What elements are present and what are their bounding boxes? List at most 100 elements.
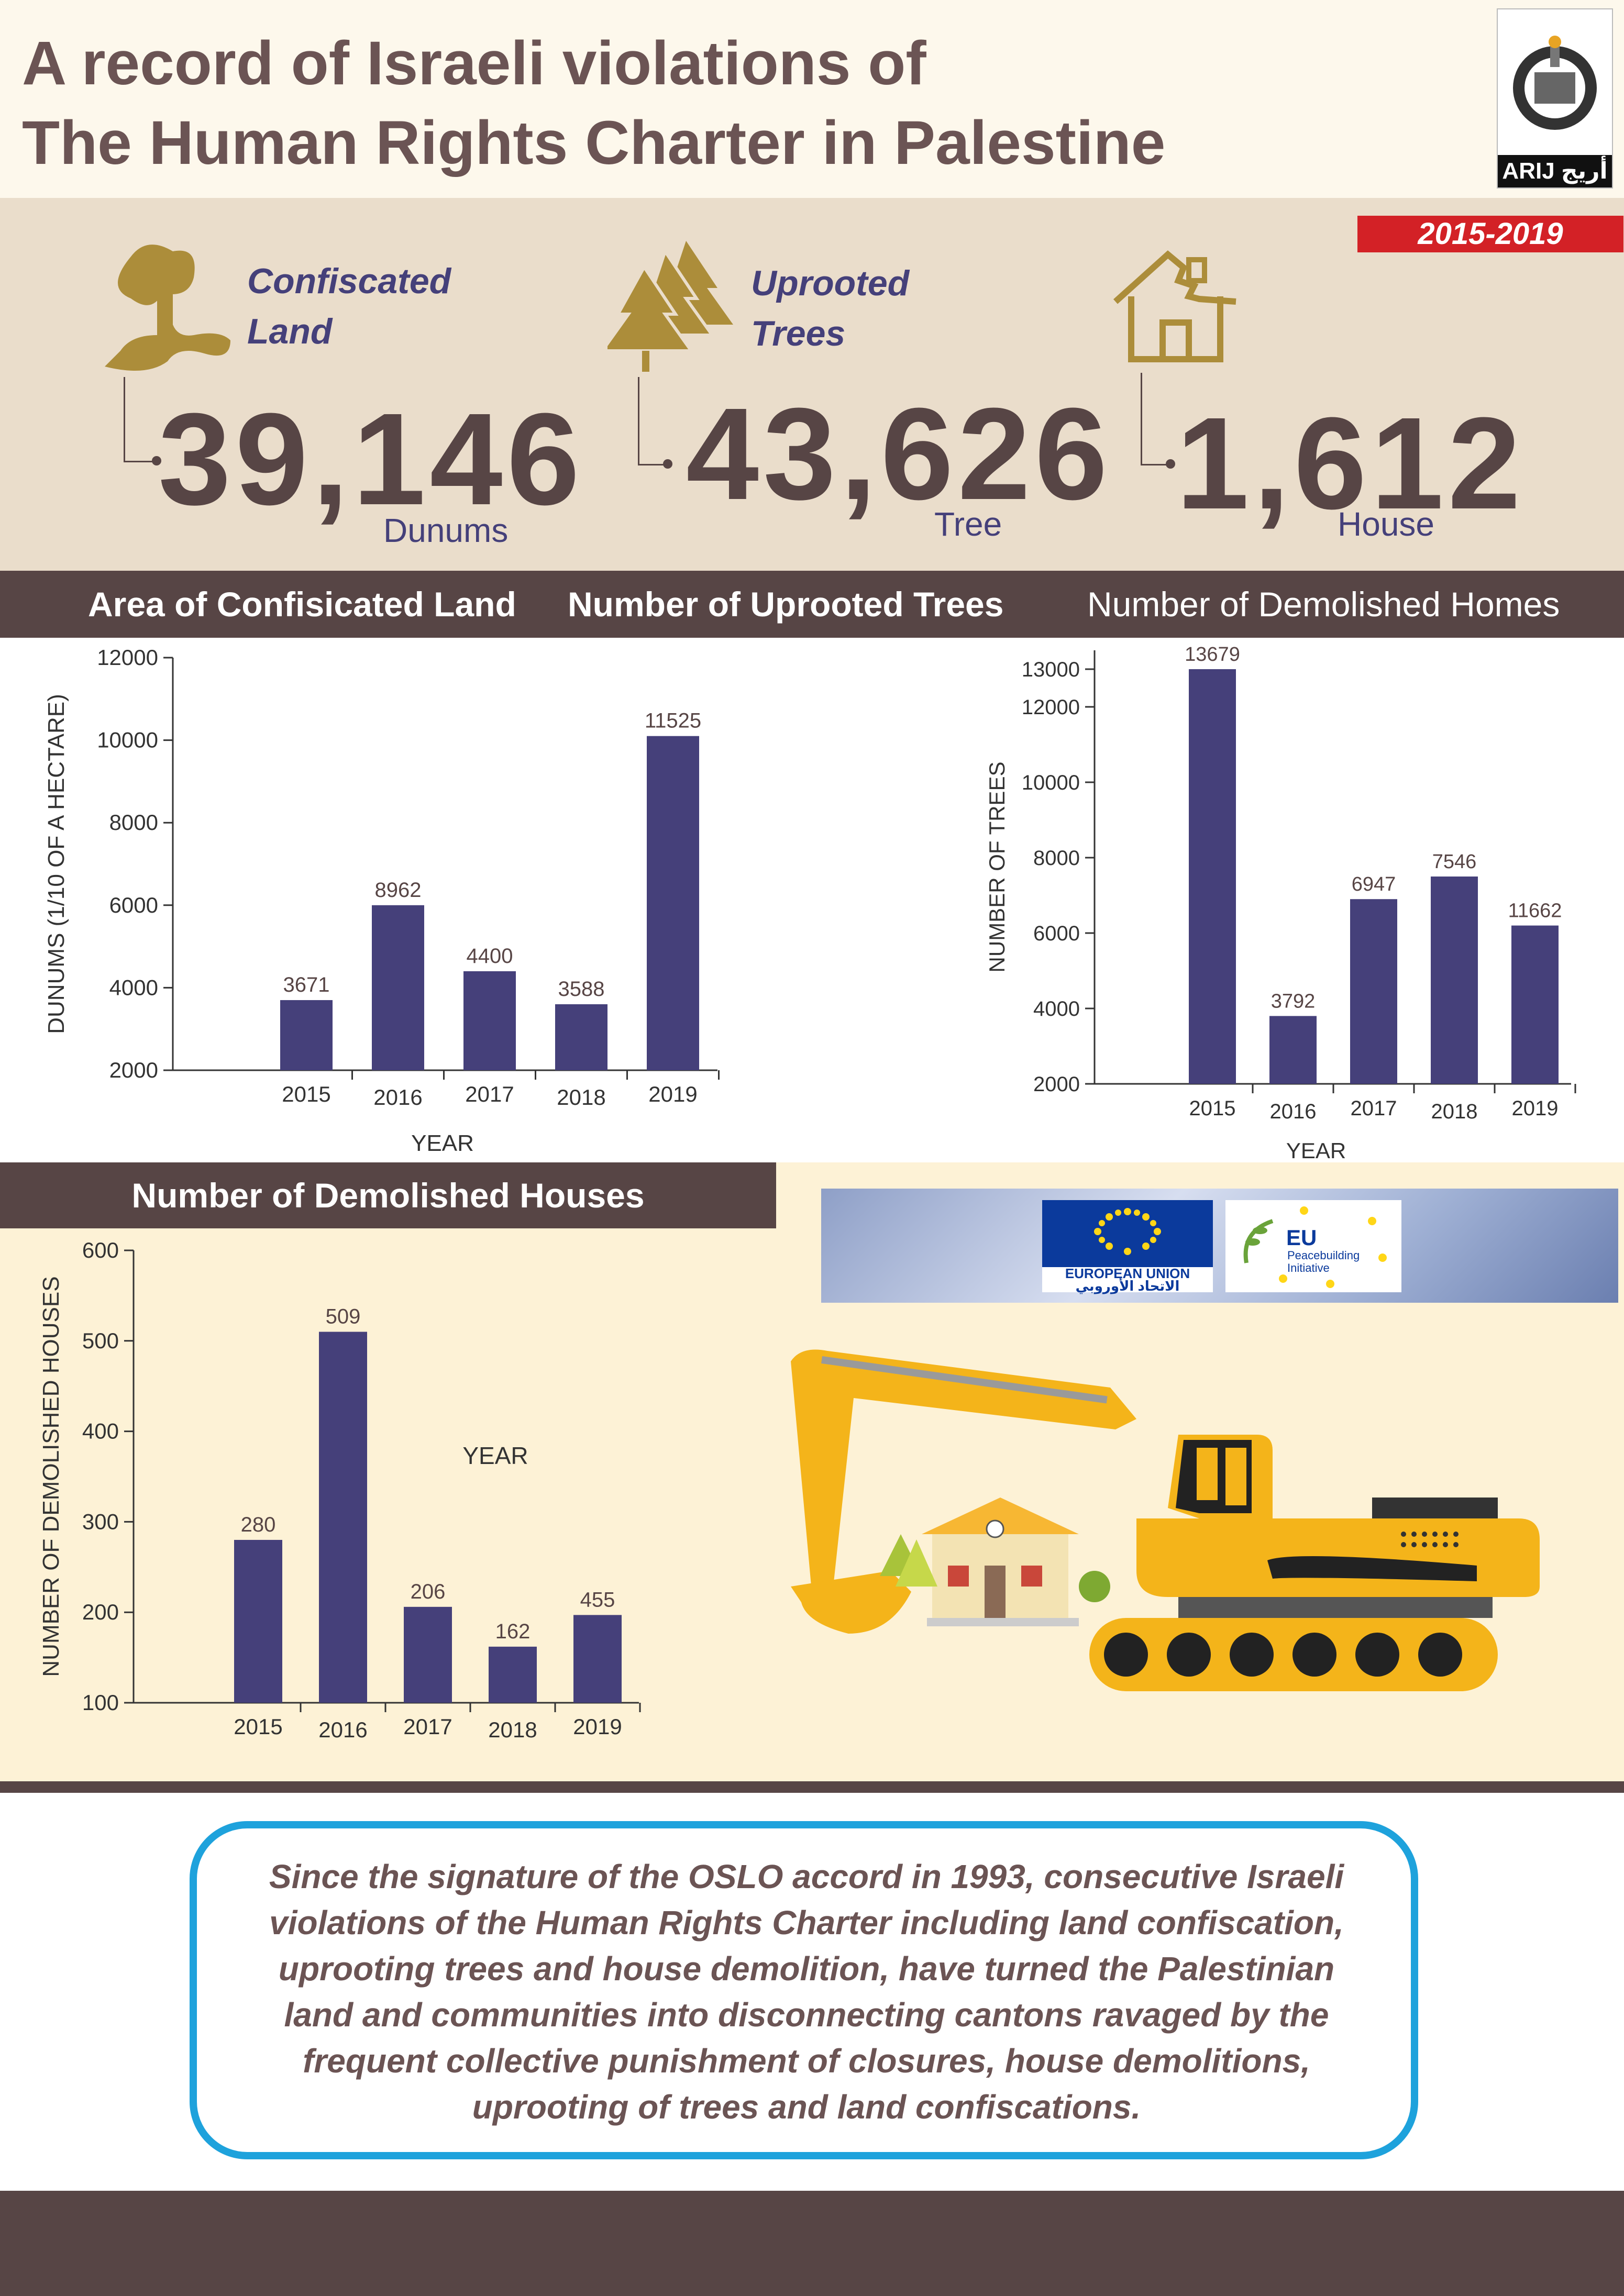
- chart-title-land: Area of Confisicated Land: [88, 585, 516, 624]
- x-tick-label: 2016: [318, 1717, 367, 1742]
- y-tick-label: 400: [82, 1419, 119, 1444]
- small-tree-icon: [1079, 1571, 1110, 1602]
- y-tick-label: 500: [82, 1328, 119, 1353]
- stat-trees-label-2: Trees: [751, 314, 846, 353]
- stat-house-connector: [1141, 373, 1170, 465]
- eu-pb-title: EU: [1286, 1225, 1317, 1250]
- logo-emblem-icon: [1513, 36, 1597, 130]
- y-tick-label: 6000: [109, 893, 158, 917]
- x-tick-label: 2018: [557, 1085, 605, 1110]
- eu-pb-subtitle: Peacebuilding Initiative: [1287, 1249, 1360, 1275]
- x-tick-label: 2016: [1270, 1100, 1317, 1123]
- bar-2016: [319, 1332, 367, 1703]
- x-tick-label: 2019: [648, 1082, 697, 1106]
- logo-label: ARIJ أريج: [1498, 155, 1612, 187]
- section-divider: [0, 1781, 1624, 1793]
- y-tick-label: 4000: [1033, 997, 1080, 1021]
- y-tick-label: 300: [82, 1509, 119, 1534]
- trees-icon: [607, 241, 733, 372]
- quote-box: [190, 1821, 1418, 2159]
- bar-value-label: 3588: [558, 978, 605, 1001]
- y-tick-label: 600: [82, 1238, 119, 1262]
- x-tick-label: 2017: [1351, 1097, 1397, 1120]
- page-title-line2: The Human Rights Charter in Palestine: [22, 108, 1166, 178]
- land-chart: 2000 4000 6000 8000 10000 12000 3671 2015 8962 20…: [43, 645, 720, 1156]
- bar-2019: [647, 736, 699, 1070]
- bar-value-label: 3671: [283, 973, 330, 996]
- stat-land-unit: Dunums: [383, 512, 509, 549]
- stat-land-dot: [152, 456, 161, 465]
- x-axis-label: YEAR: [1286, 1138, 1346, 1162]
- quote-text: Since the signature of the OSLO accord i…: [269, 1858, 1344, 2126]
- stat-house-value: 1,612: [1176, 390, 1525, 536]
- chart-title-houses: Number of Demolished Houses: [0, 1162, 776, 1228]
- y-tick-label: 10000: [1022, 771, 1080, 794]
- bar-2019: [1511, 925, 1559, 1084]
- y-tick-label: 12000: [1022, 696, 1080, 719]
- arij-logo: ARIJ أريج: [1497, 8, 1613, 188]
- bar-2019: [573, 1615, 622, 1703]
- stat-land-connector: [124, 377, 157, 462]
- x-tick-label: 2019: [573, 1714, 622, 1739]
- bar-2017: [463, 971, 516, 1070]
- page-title-line1: A record of Israeli violations of: [22, 29, 926, 98]
- x-tick-label: 2018: [1431, 1100, 1478, 1123]
- eu-peacebuilding-logo: [1225, 1200, 1401, 1292]
- bar-value-label: 280: [241, 1513, 276, 1536]
- bar-value-label: 11662: [1508, 900, 1562, 922]
- y-axis-label: NUMBER OF TREES: [985, 762, 1009, 973]
- stat-land-label-1: Confiscated: [247, 261, 451, 301]
- stat-trees-unit: Tree: [934, 505, 1002, 543]
- bar-2018: [1431, 877, 1478, 1084]
- stats-band: [0, 198, 1624, 571]
- bar-value-label: 6947: [1352, 873, 1396, 895]
- eu-banner: [821, 1189, 1618, 1303]
- chart-title-strip: [0, 571, 1624, 638]
- stat-trees-value: 43,626: [686, 381, 1112, 527]
- y-tick-label: 8000: [1033, 847, 1080, 870]
- bar-2016: [1269, 1016, 1317, 1084]
- y-tick-label: 200: [82, 1600, 119, 1624]
- y-axis-label: DUNUMS (1/10 OF A HECTARE): [43, 694, 69, 1034]
- bar-2015: [1189, 669, 1236, 1084]
- bar-2018: [555, 1004, 607, 1070]
- y-tick-label: 2000: [1033, 1073, 1080, 1096]
- chart-title-trees: Number of Uprooted Trees: [568, 585, 1004, 624]
- stat-house-unit: House: [1338, 505, 1434, 543]
- x-axis-label: YEAR: [462, 1442, 528, 1469]
- houses-chart-bg: [0, 1228, 776, 1781]
- stat-trees-label-1: Uprooted: [751, 263, 910, 303]
- bar-2016: [372, 905, 424, 1070]
- x-tick-label: 2015: [282, 1082, 330, 1106]
- bar-value-label: 11525: [645, 709, 701, 733]
- bar-2015: [280, 1000, 333, 1070]
- period-badge: 2015-2019: [1357, 216, 1623, 252]
- x-tick-label: 2017: [403, 1714, 452, 1739]
- bar-value-label: 455: [580, 1588, 615, 1611]
- x-axis-label: YEAR: [411, 1130, 474, 1156]
- y-tick-label: 8000: [109, 810, 158, 835]
- x-tick-label: 2017: [465, 1082, 514, 1106]
- stat-trees-connector: [638, 377, 668, 465]
- bar-value-label: 7546: [1432, 851, 1477, 873]
- bar-2015: [234, 1539, 282, 1703]
- excavator-illustration: [791, 1349, 1540, 1691]
- house-icon: [1113, 250, 1236, 362]
- y-tick-label: 10000: [97, 728, 158, 752]
- x-tick-label: 2018: [488, 1717, 537, 1742]
- y-tick-label: 4000: [109, 975, 158, 1000]
- x-tick-label: 2015: [234, 1714, 282, 1739]
- y-tick-label: 12000: [97, 645, 158, 670]
- x-tick-label: 2016: [373, 1085, 422, 1110]
- y-tick-label: 100: [82, 1690, 119, 1715]
- header: [0, 0, 1624, 198]
- bar-value-label: 206: [411, 1580, 446, 1603]
- bar-value-label: 4400: [467, 945, 513, 968]
- peacebuilding-emblem-icon: [1243, 1206, 1387, 1288]
- stat-land-label-2: Land: [247, 312, 333, 351]
- y-tick-label: 2000: [109, 1058, 158, 1082]
- stat-house-dot: [1166, 459, 1175, 469]
- eu-flag-label: EUROPEAN UNION الاتحاد الأوروبي: [1042, 1267, 1213, 1293]
- bar-value-label: 3792: [1271, 990, 1316, 1012]
- x-tick-label: 2015: [1189, 1097, 1236, 1120]
